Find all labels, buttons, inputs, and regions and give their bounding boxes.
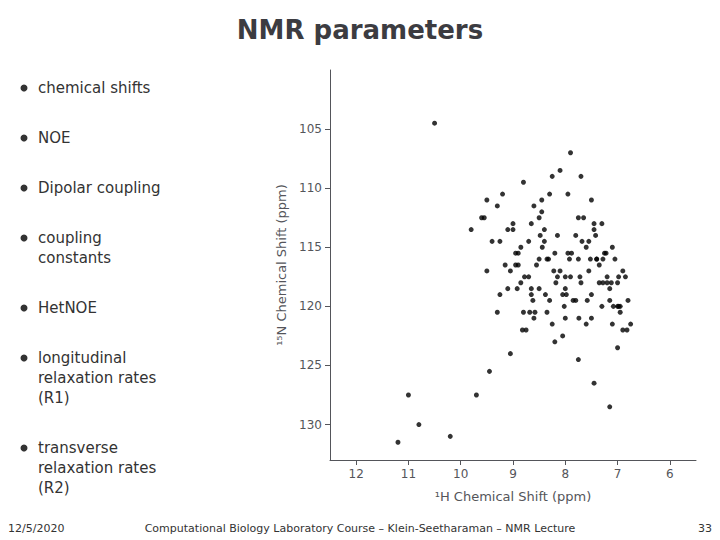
svg-text:12: 12 <box>349 467 364 481</box>
svg-text:33: 33 <box>698 522 712 535</box>
svg-text:11: 11 <box>401 467 416 481</box>
svg-text:(R1): (R1) <box>38 389 70 407</box>
svg-text:130: 130 <box>299 418 322 432</box>
svg-text:Dipolar coupling: Dipolar coupling <box>38 179 161 197</box>
svg-text:125: 125 <box>299 358 322 372</box>
svg-text:¹H Chemical Shift (ppm): ¹H Chemical Shift (ppm) <box>435 489 592 504</box>
svg-text:105: 105 <box>299 122 322 136</box>
svg-text:coupling: coupling <box>38 229 102 247</box>
svg-text:120: 120 <box>299 299 322 313</box>
svg-text:110: 110 <box>299 181 322 195</box>
svg-text:12/5/2020: 12/5/2020 <box>8 522 64 535</box>
svg-text:transverse: transverse <box>38 439 118 457</box>
svg-text:¹⁵N Chemical Shift (ppm): ¹⁵N Chemical Shift (ppm) <box>274 184 289 346</box>
svg-text:9: 9 <box>509 467 517 481</box>
svg-text:Computational Biology Laborato: Computational Biology Laboratory Course … <box>145 522 576 535</box>
svg-text:constants: constants <box>38 249 111 267</box>
svg-text:8: 8 <box>561 467 569 481</box>
svg-text:NMR parameters: NMR parameters <box>237 15 483 45</box>
svg-text:HetNOE: HetNOE <box>38 299 97 317</box>
svg-text:7: 7 <box>614 467 622 481</box>
svg-text:(R2): (R2) <box>38 479 70 497</box>
svg-text:6: 6 <box>666 467 674 481</box>
svg-text:NOE: NOE <box>38 129 71 147</box>
svg-text:longitudinal: longitudinal <box>38 349 126 367</box>
svg-text:relaxation rates: relaxation rates <box>38 459 156 477</box>
svg-text:relaxation rates: relaxation rates <box>38 369 156 387</box>
svg-text:115: 115 <box>299 240 322 254</box>
svg-text:10: 10 <box>453 467 468 481</box>
svg-text:chemical shifts: chemical shifts <box>38 79 151 97</box>
